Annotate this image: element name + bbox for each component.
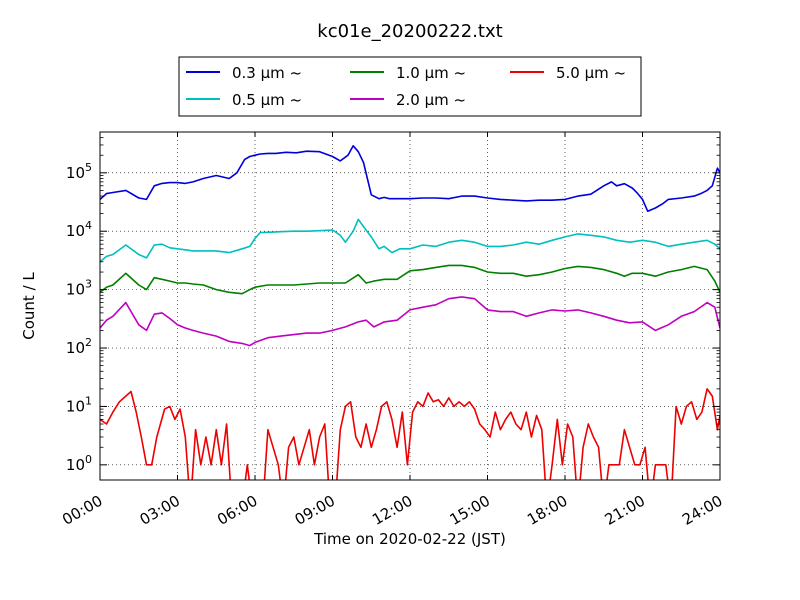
series-layer — [100, 145, 720, 480]
x-tick-label: 15:00 — [447, 492, 493, 529]
y-tick-exponent: 5 — [85, 161, 92, 174]
x-tick-label: 03:00 — [137, 492, 183, 529]
x-tick-label: 06:00 — [214, 492, 260, 529]
chart-title: kc01e_20200222.txt — [317, 21, 502, 42]
x-axis-label: Time on 2020-02-22 (JST) — [313, 530, 506, 548]
y-tick-label: 105 — [66, 161, 92, 182]
y-tick-exponent: 4 — [85, 219, 92, 232]
legend-label: 2.0 μm ~ — [396, 91, 466, 109]
grid — [100, 132, 720, 480]
legend-label: 0.3 μm ~ — [232, 64, 302, 82]
y-tick-base: 10 — [66, 281, 85, 299]
y-tick-exponent: 3 — [85, 278, 92, 291]
series-line-0 — [100, 145, 720, 212]
x-tick-label: 18:00 — [524, 492, 570, 529]
y-tick-label: 102 — [66, 336, 92, 357]
ticks — [99, 131, 721, 480]
x-tick-label: 24:00 — [679, 492, 725, 529]
x-tick-label: 12:00 — [369, 492, 415, 529]
series-line-2 — [100, 264, 720, 295]
y-axis-label: Count / L — [20, 272, 38, 340]
y-tick-base: 10 — [66, 456, 85, 474]
x-tick-label: 21:00 — [602, 492, 648, 529]
x-tick-labels: 00:00 03:00 06:00 09:00 12:00 15:00 18:00 21:00… — [59, 492, 725, 529]
legend-label: 1.0 μm ~ — [396, 64, 466, 82]
x-tick-label: 09:00 — [292, 492, 338, 529]
series-line-1 — [100, 218, 720, 263]
legend: 0.3 μm ~ 0.5 μm ~ 1.0 μm ~ 2.0 μm ~ 5.0 μm ~ — [178, 56, 642, 117]
x-tick-label: 00:00 — [59, 492, 105, 529]
legend-label: 5.0 μm ~ — [556, 64, 626, 82]
series-line-4 — [100, 388, 720, 480]
y-tick-label: 104 — [66, 219, 92, 240]
y-tick-base: 10 — [66, 339, 85, 357]
y-tick-exponent: 1 — [85, 394, 92, 407]
y-tick-base: 10 — [66, 164, 85, 182]
series-line-3 — [100, 296, 720, 347]
y-tick-label: 103 — [66, 278, 92, 299]
y-tick-exponent: 0 — [85, 453, 92, 466]
y-tick-base: 10 — [66, 397, 85, 415]
y-tick-base: 10 — [66, 222, 85, 240]
y-tick-label: 100 — [66, 453, 92, 474]
legend-box — [178, 56, 642, 117]
y-tick-exponent: 2 — [85, 336, 92, 349]
legend-label: 0.5 μm ~ — [232, 91, 302, 109]
y-tick-label: 101 — [66, 394, 92, 415]
